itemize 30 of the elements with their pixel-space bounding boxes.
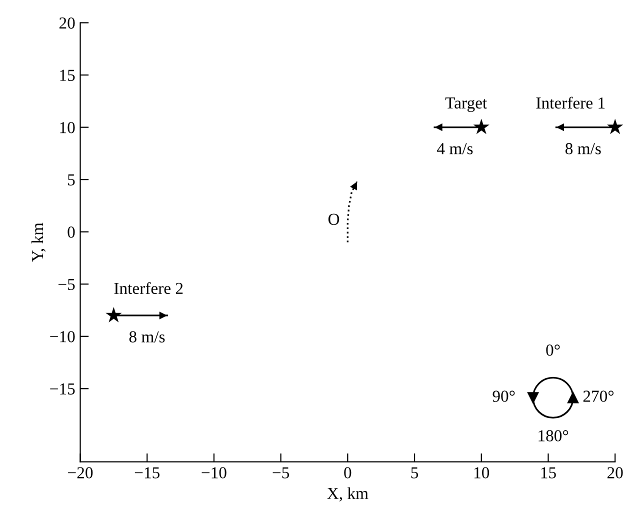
annotation: 8 m/s [129, 331, 165, 342]
y-tick-label: −15 [50, 383, 75, 395]
annotation: O [328, 214, 340, 225]
annotation: 4 m/s [437, 143, 473, 154]
y-axis-title: Y, km [31, 222, 46, 262]
x-tick-label: −15 [134, 467, 160, 478]
annotation: Target [445, 98, 488, 112]
x-tick-label: −10 [202, 467, 226, 478]
x-tick-label: −5 [272, 467, 290, 478]
x-tick-label: 0 [344, 467, 352, 478]
y-tick-label: 15 [60, 70, 75, 81]
y-tick-label: 10 [60, 122, 75, 134]
y-tick-label: 20 [59, 17, 75, 29]
x-tick-label: 5 [411, 467, 418, 478]
annotation: Interfere 2 [114, 282, 183, 294]
x-axis-title: X, km [327, 487, 368, 502]
annotation: 180° [538, 430, 568, 442]
x-tick-label: 15 [541, 467, 556, 478]
annotation: 270° [583, 390, 614, 402]
annotation: 90° [492, 390, 515, 402]
y-tick-label: −5 [58, 278, 75, 290]
x-tick-label: −20 [68, 467, 93, 478]
y-tick-label: 0 [68, 226, 75, 238]
y-tick-label: −10 [50, 331, 75, 342]
y-tick-label: 5 [68, 174, 75, 186]
annotation: 8 m/s [565, 143, 601, 154]
x-tick-label: 20 [607, 467, 623, 478]
x-tick-label: 10 [474, 467, 490, 478]
annotation: Interfere 1 [536, 96, 605, 109]
annotation: 0° [546, 344, 560, 356]
